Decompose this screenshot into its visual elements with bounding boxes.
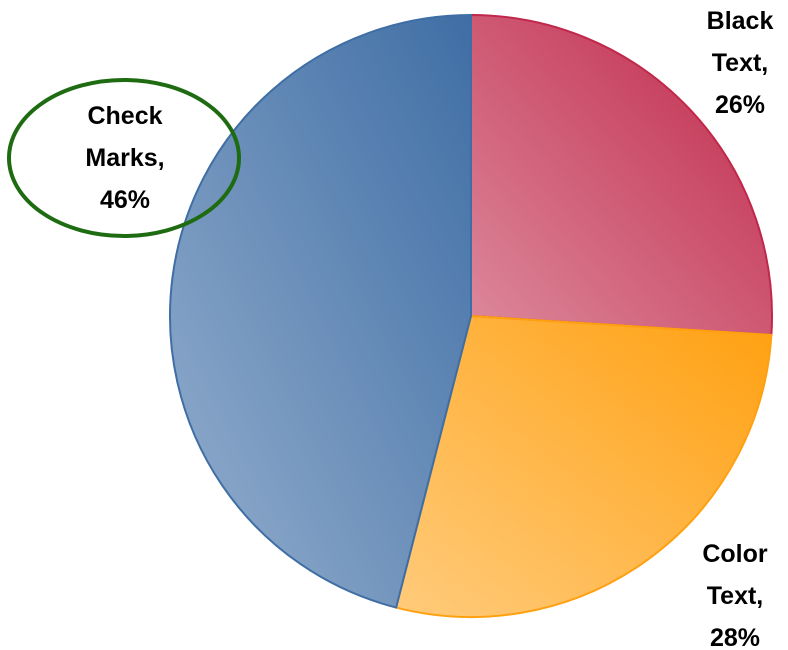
- slices: [169, 13, 773, 618]
- labels: Black Text, 26% Color Text, 28% Check Marks, 46%: [85, 7, 773, 650]
- highlight-ellipse: [7, 78, 241, 238]
- pie-slice: [169, 13, 472, 609]
- pie-slice: [394, 314, 773, 618]
- slice-label: Color Text, 28%: [702, 540, 768, 650]
- slice-label: Check Marks, 46%: [85, 102, 164, 214]
- slice-label: Black Text, 26%: [707, 7, 774, 119]
- pie-slice: [470, 13, 773, 336]
